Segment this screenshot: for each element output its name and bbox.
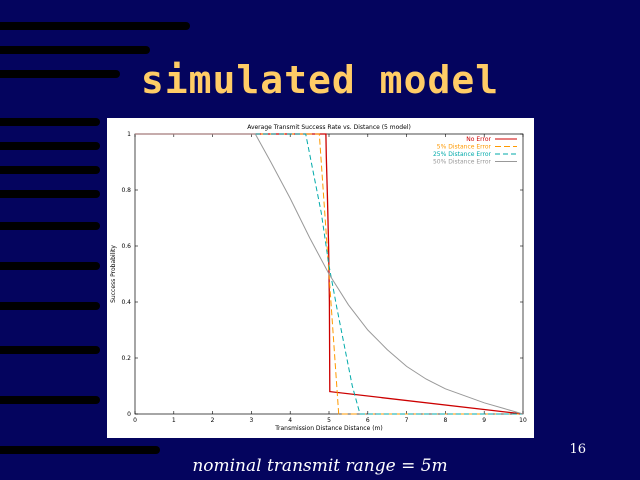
series-line xyxy=(135,133,524,415)
y-tick-label: 0.4 xyxy=(121,299,131,306)
y-tick-label: 0.8 xyxy=(121,187,131,194)
chart-panel: 0 1 2 3 4 5 6 7 8 9 10 0 0.2 0.4 0.6 0.8 1 Average Transm… xyxy=(107,118,534,438)
page-number: 16 xyxy=(569,442,586,457)
legend-entry-label: No Error xyxy=(466,136,491,143)
decorative-band xyxy=(0,302,100,310)
slide-title: simulated model xyxy=(140,58,500,102)
decorative-band xyxy=(0,446,160,454)
decorative-band xyxy=(0,346,100,354)
decorative-band xyxy=(0,190,100,198)
decorative-band xyxy=(0,70,120,78)
y-axis-label: Success Probability xyxy=(110,245,117,303)
chart-title: Average Transmit Success Rate vs. Distan… xyxy=(247,124,411,131)
x-tick-label: 3 xyxy=(249,417,253,424)
legend-entry-label: 5% Distance Error xyxy=(437,144,492,151)
x-tick-label: 7 xyxy=(405,417,409,424)
decorative-band xyxy=(0,262,100,270)
line-chart: 0 1 2 3 4 5 6 7 8 9 10 0 0.2 0.4 0.6 0.8 1 Average Transm… xyxy=(110,124,527,432)
decorative-band xyxy=(0,46,150,54)
decorative-band xyxy=(0,166,100,174)
series-line xyxy=(135,133,524,415)
x-tick-label: 9 xyxy=(482,417,486,424)
decorative-band xyxy=(0,396,100,404)
x-tick-label: 6 xyxy=(366,417,370,424)
decorative-band xyxy=(0,142,100,150)
x-tick-label: 2 xyxy=(211,417,215,424)
legend-entry-label: 50% Distance Error xyxy=(433,159,492,166)
x-tick-label: 10 xyxy=(519,417,527,424)
y-tick-label: 0 xyxy=(127,411,131,418)
x-tick-label: 5 xyxy=(327,417,331,424)
decorative-band xyxy=(0,22,190,30)
y-tick-label: 0.6 xyxy=(121,243,131,250)
x-tick-label: 1 xyxy=(172,417,176,424)
y-tick-label: 0.2 xyxy=(121,355,131,362)
legend-entry-label: 25% Distance Error xyxy=(433,151,492,158)
slide-caption: nominal transmit range = 5m xyxy=(192,456,448,476)
x-axis-label: Transmission Distance Distance (m) xyxy=(274,425,382,432)
x-tick-label: 8 xyxy=(443,417,447,424)
decorative-band xyxy=(0,222,100,230)
x-tick-label: 0 xyxy=(133,417,137,424)
decorative-band xyxy=(0,118,100,126)
x-tick-label: 4 xyxy=(288,417,292,424)
y-tick-label: 1 xyxy=(127,131,131,138)
series-line xyxy=(135,133,523,415)
